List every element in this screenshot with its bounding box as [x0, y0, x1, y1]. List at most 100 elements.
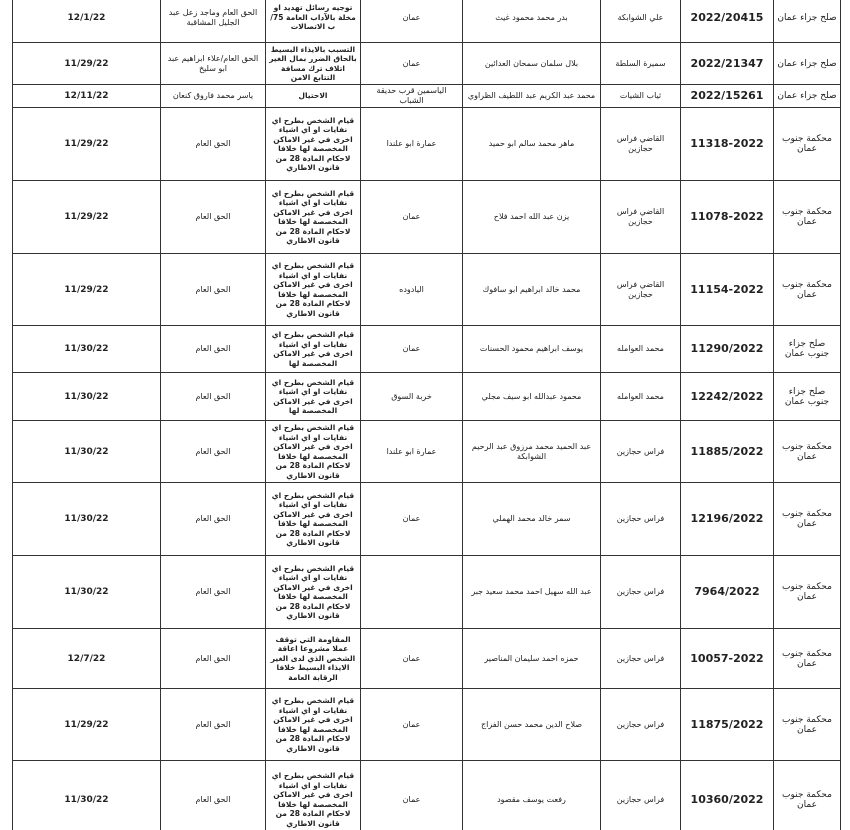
defendant-name: صلاح الدين محمد حسن الفراج [462, 688, 601, 761]
court: محكمة جنوب عمان [773, 482, 841, 556]
charge: توجيه رسائل تهديد او مخلة بالآداب العامة… [265, 0, 361, 43]
case-number: 10360/2022 [680, 760, 774, 830]
complainant: الحق العام [160, 688, 266, 761]
address: عمان [360, 0, 463, 43]
address: خربة السوق [360, 372, 463, 421]
defendant-name: رفعت يوسف مقصود [462, 760, 601, 830]
complainant: الحق العام [160, 482, 266, 556]
date: 11/30/22 [12, 482, 161, 556]
complainant: الحق العام [160, 253, 266, 326]
defendant-name: حمزه احمد سليمان المناصير [462, 628, 601, 689]
charge: قيام الشخص بطرح اي نفايات او اي اشياء اخ… [265, 760, 361, 830]
court: محكمة جنوب عمان [773, 688, 841, 761]
complainant: الحق العام/علاء ابراهيم عبد ابو سليخ [160, 42, 266, 85]
address: عمان [360, 325, 463, 373]
officer: علي الشوابكة [600, 0, 681, 43]
case-number: 10057-2022 [680, 628, 774, 689]
officer: القاضي فراس حجازين [600, 253, 681, 326]
date: 11/29/22 [12, 42, 161, 85]
complainant: الحق العام [160, 628, 266, 689]
charge: قيام الشخص بطرح اي نفايات او اي اشياء اخ… [265, 482, 361, 556]
court: صلح جزاء جنوب عمان [773, 325, 841, 373]
complainant: الحق العام [160, 420, 266, 483]
charge: قيام الشخص بطرح اي نفايات او اي اشياء اخ… [265, 372, 361, 421]
date: 11/29/22 [12, 253, 161, 326]
complainant: الحق العام [160, 372, 266, 421]
case-number: 2022/20415 [680, 0, 774, 43]
address: عمان [360, 628, 463, 689]
case-number: 11885/2022 [680, 420, 774, 483]
table-row: صلح جزاء عمان 2022/21347 سميرة السلطة بلال … [12, 42, 841, 85]
date: 12/7/22 [12, 628, 161, 689]
table-row: محكمة جنوب عمان 11078-2022 القاضي فراس حجا… [12, 180, 841, 254]
case-number: 11290/2022 [680, 325, 774, 373]
officer: القاضي فراس حجازين [600, 107, 681, 181]
court: محكمة جنوب عمان [773, 107, 841, 181]
table-row: محكمة جنوب عمان 11875/2022 فراس حجازين صلاح… [12, 688, 841, 761]
case-number: 12196/2022 [680, 482, 774, 556]
court: صلح جزاء عمان [773, 84, 841, 108]
officer: فراس حجازين [600, 688, 681, 761]
case-number: 2022/21347 [680, 42, 774, 85]
defendant-name: بلال سلمان سمحان العدائين [462, 42, 601, 85]
address: عمارة ابو علندا [360, 420, 463, 483]
defendant-name: يوسف ابراهيم محمود الحسنات [462, 325, 601, 373]
complainant: الحق العام [160, 180, 266, 254]
defendant-name: سمر خالد محمد الهملي [462, 482, 601, 556]
court: محكمة جنوب عمان [773, 555, 841, 629]
table-row: محكمة جنوب عمان 10360/2022 فراس حجازين رفعت… [12, 760, 841, 830]
table-row: محكمة جنوب عمان 12196/2022 فراس حجازين سمر … [12, 482, 841, 556]
case-number: 11154-2022 [680, 253, 774, 326]
officer: ثياب الشيات [600, 84, 681, 108]
address: عمان [360, 760, 463, 830]
case-number: 7964/2022 [680, 555, 774, 629]
complainant: الحق العام وماجد زعل عبد الجليل المشاقبة [160, 0, 266, 43]
defendant-name: ماهر محمد سالم ابو حميد [462, 107, 601, 181]
table-row: محكمة جنوب عمان 11885/2022 فراس حجازين عبد … [12, 420, 841, 483]
date: 11/30/22 [12, 555, 161, 629]
complainant: الحق العام [160, 325, 266, 373]
address: الياسمين قرب حديقة الشباب [360, 84, 463, 108]
address: عمان [360, 482, 463, 556]
table-row: محكمة جنوب عمان 11154-2022 القاضي فراس حجا… [12, 253, 841, 326]
date: 11/30/22 [12, 760, 161, 830]
table-row: محكمة جنوب عمان 11318-2022 القاضي فراس حجا… [12, 107, 841, 181]
officer: محمد العوامله [600, 325, 681, 373]
officer: سميرة السلطة [600, 42, 681, 85]
court: محكمة جنوب عمان [773, 628, 841, 689]
date: 12/11/22 [12, 84, 161, 108]
address: اليادوده [360, 253, 463, 326]
court: محكمة جنوب عمان [773, 253, 841, 326]
defendant-name: بدر محمد محمود غيث [462, 0, 601, 43]
address: عمان [360, 180, 463, 254]
case-number: 11078-2022 [680, 180, 774, 254]
defendant-name: محمد خالد ابراهيم ابو سافوك [462, 253, 601, 326]
charge: المقاومة التي توقف عملا مشروعا اعاقة الش… [265, 628, 361, 689]
charge: قيام الشخص بطرح اي نفايات او اي اشياء اخ… [265, 555, 361, 629]
date: 11/29/22 [12, 180, 161, 254]
case-table: صلح جزاء عمان 2022/20415 علي الشوابكة بدر م… [12, 0, 841, 830]
charge: قيام الشخص بطرح اي نفايات او اي اشياء اخ… [265, 107, 361, 181]
court: محكمة جنوب عمان [773, 180, 841, 254]
date: 11/30/22 [12, 325, 161, 373]
defendant-name: عبد الحميد محمد مرزوق عبد الرحيم الشوابك… [462, 420, 601, 483]
complainant: الحق العام [160, 760, 266, 830]
table-row: صلح جزاء جنوب عمان 12242/2022 محمد العوامل… [12, 372, 841, 421]
date: 11/29/22 [12, 688, 161, 761]
officer: القاضي فراس حجازين [600, 180, 681, 254]
date: 12/1/22 [12, 0, 161, 43]
charge: قيام الشخص بطرح اي نفايات او اي اشياء اخ… [265, 325, 361, 373]
address: عمان [360, 688, 463, 761]
officer: فراس حجازين [600, 555, 681, 629]
table-row: صلح جزاء عمان 2022/15261 ثياب الشيات محمد ع… [12, 84, 841, 108]
officer: فراس حجازين [600, 420, 681, 483]
charge: الاحتيال [265, 84, 361, 108]
court: صلح جزاء عمان [773, 0, 841, 43]
officer: فراس حجازين [600, 760, 681, 830]
complainant: الحق العام [160, 107, 266, 181]
address: عمارة ابو علندا [360, 107, 463, 181]
address [360, 555, 463, 629]
defendant-name: محمود عبدالله ابو سيف مجلي [462, 372, 601, 421]
case-number: 2022/15261 [680, 84, 774, 108]
